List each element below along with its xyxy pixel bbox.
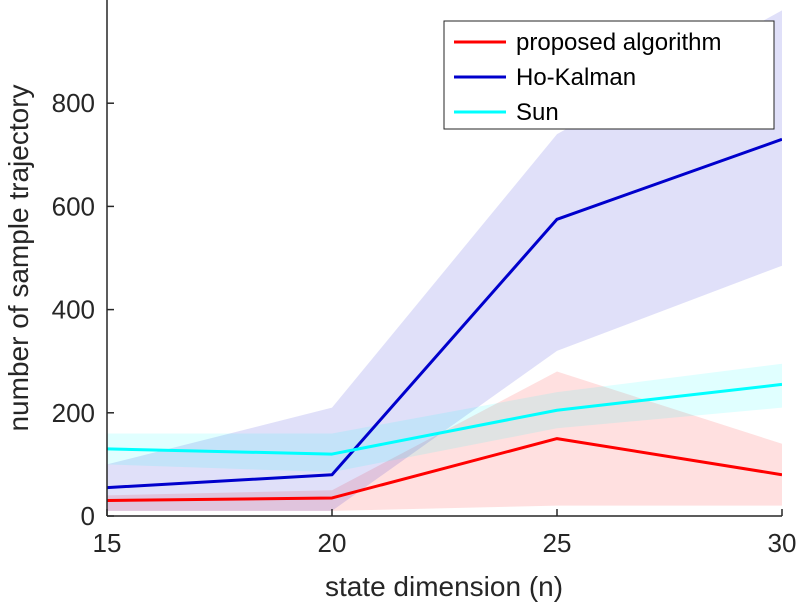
legend-label-sun: Sun xyxy=(516,99,559,126)
band-sun xyxy=(107,363,782,473)
series-line-ho-kalman xyxy=(107,137,782,490)
axes xyxy=(106,0,783,517)
series-line-proposed-algorithm xyxy=(107,437,782,503)
y-tick-label: 800 xyxy=(52,88,95,118)
x-tick-label: 25 xyxy=(543,528,572,558)
y-tick-label: 200 xyxy=(52,398,95,428)
x-axis-label: state dimension (n) xyxy=(325,571,563,602)
x-tick-label: 20 xyxy=(318,528,347,558)
series-line-sun xyxy=(107,382,782,456)
y-tick-label: 600 xyxy=(52,191,95,221)
y-tick-label: 400 xyxy=(52,295,95,325)
y-axis-label: number of sample trajectory xyxy=(3,84,34,431)
band-proposed-algorithm xyxy=(107,371,782,511)
legend-label-ho-kalman: Ho-Kalman xyxy=(516,64,636,91)
x-tick-label: 15 xyxy=(93,528,122,558)
series-lines xyxy=(107,137,782,503)
tick-labels: 15 20 25 30 0 200 400 600 800 xyxy=(52,88,797,558)
y-tick-label: 0 xyxy=(81,501,95,531)
confidence-bands xyxy=(107,10,782,511)
legend-label-proposed-algorithm: proposed algorithm xyxy=(516,29,721,56)
band-ho-kalman xyxy=(107,10,782,511)
x-tick-label: 30 xyxy=(768,528,797,558)
legend: proposed algorithm Ho-Kalman Sun xyxy=(443,20,775,130)
